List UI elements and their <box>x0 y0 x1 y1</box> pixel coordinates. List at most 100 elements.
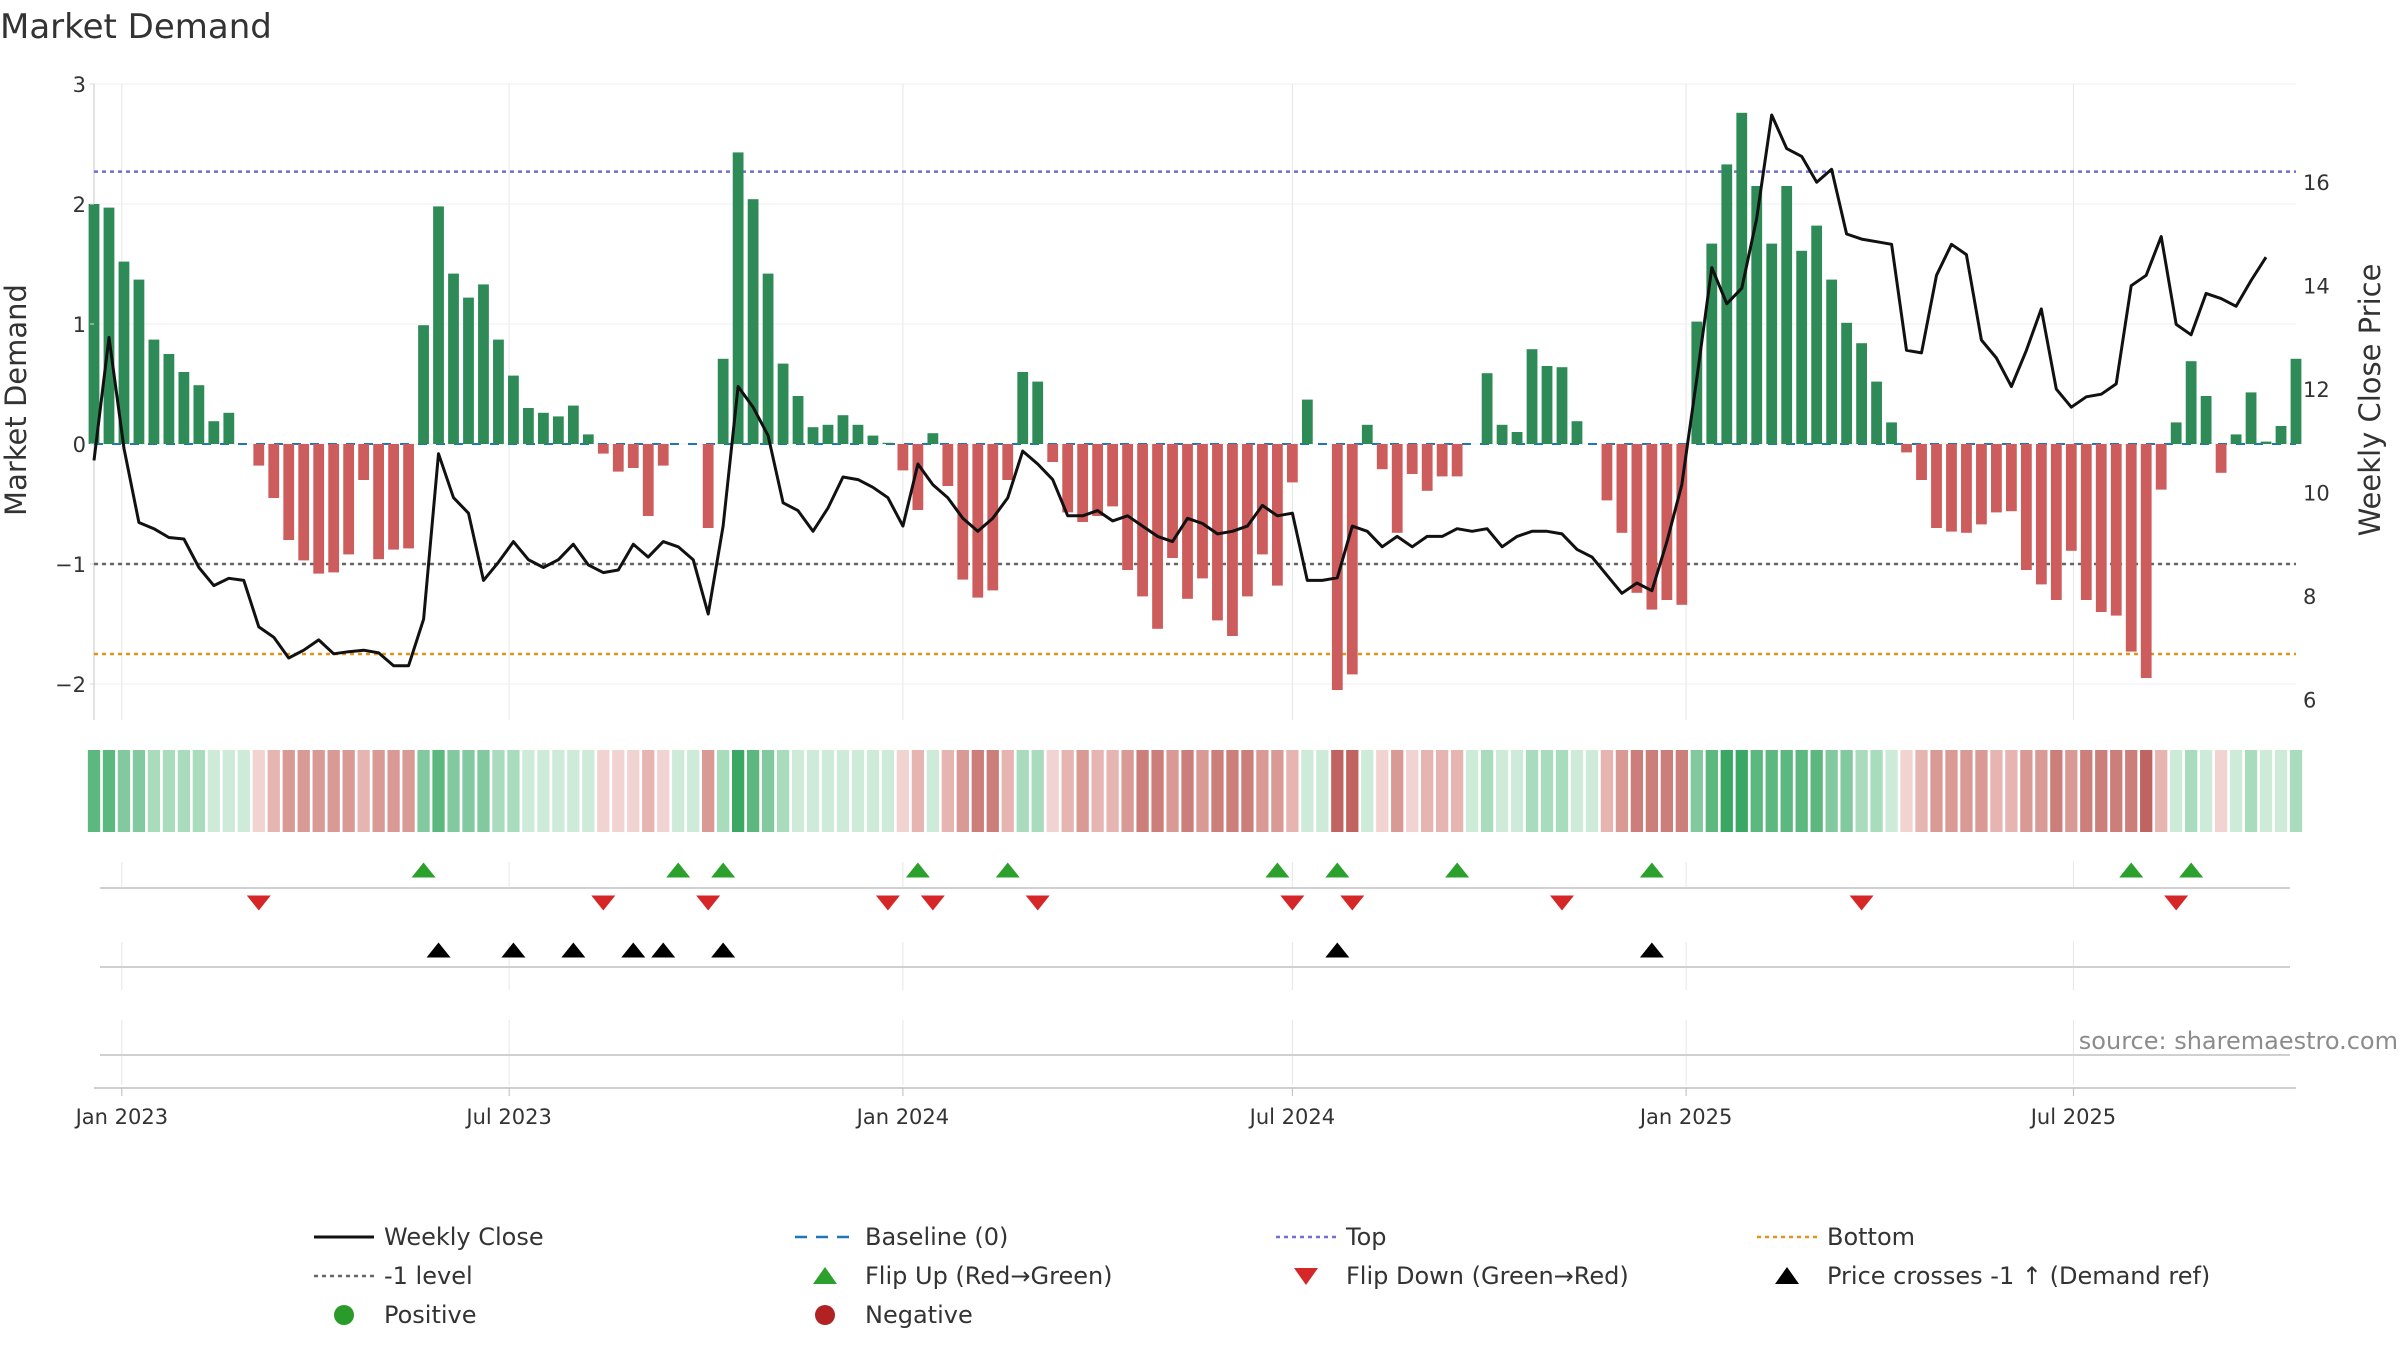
regime-cell-108 <box>1705 750 1718 832</box>
demand-bar-125 <box>1961 444 1972 533</box>
y-right-tick-3: 10 <box>2303 481 2330 505</box>
demand-bar-61 <box>1002 444 1014 480</box>
legend: Weekly Close Baseline (0) Top Bottom -1 leve… <box>314 1223 2210 1329</box>
demand-bar-97 <box>1541 366 1553 444</box>
regime-cell-8 <box>207 750 220 832</box>
demand-bar-145 <box>2260 441 2272 444</box>
regime-cell-25 <box>462 750 475 832</box>
y-axis-left-title: Market Demand <box>0 284 33 516</box>
regime-cell-137 <box>2140 750 2153 832</box>
regime-cell-54 <box>896 750 910 832</box>
regime-cell-58 <box>956 750 969 832</box>
demand-bar-3 <box>133 279 145 444</box>
demand-bar-90 <box>1436 444 1448 477</box>
regime-cell-6 <box>177 750 191 832</box>
legend-label-2: Top <box>1345 1223 1387 1251</box>
demand-bar-113 <box>1781 186 1793 444</box>
regime-cell-124 <box>1945 750 1958 832</box>
regime-cell-73 <box>1181 750 1194 832</box>
demand-bar-15 <box>313 444 325 574</box>
regime-cell-80 <box>1286 750 1299 832</box>
demand-bar-84 <box>1346 444 1358 675</box>
regime-cell-143 <box>2229 750 2243 832</box>
regime-cell-133 <box>2080 750 2093 832</box>
demand-bar-77 <box>1242 444 1253 597</box>
demand-bar-108 <box>1706 243 1718 444</box>
regime-cell-115 <box>1810 750 1823 832</box>
demand-bar-5 <box>163 354 175 444</box>
regime-cell-34 <box>597 750 610 832</box>
demand-bar-133 <box>2080 444 2092 600</box>
weekly-close-line <box>92 113 2268 668</box>
x-tick-label-3: Jul 2024 <box>1248 1105 1335 1129</box>
demand-bar-99 <box>1571 421 1583 444</box>
flip-down-marker-3 <box>875 895 900 911</box>
y-left-tick-0: 3 <box>73 73 86 97</box>
demand-bar-116 <box>1826 279 1838 444</box>
x-axis: Jan 2023 Jul 2023 Jan 2024 Jul 2024 Jan 2025… <box>74 1088 2116 1129</box>
regime-cell-97 <box>1540 750 1554 832</box>
legend-item-7: Price crosses -1 ↑ (Demand ref) <box>1775 1262 2210 1290</box>
demand-bar-73 <box>1182 444 1193 599</box>
demand-bar-19 <box>373 444 385 560</box>
regime-cell-15 <box>312 750 325 832</box>
regime-cell-135 <box>2110 750 2123 832</box>
regime-cell-33 <box>582 750 595 832</box>
legend-item-2: Top <box>1276 1223 1387 1251</box>
demand-bar-88 <box>1406 444 1418 474</box>
regime-cell-69 <box>1121 750 1134 832</box>
regime-cell-45 <box>761 750 775 832</box>
regime-cell-43 <box>731 750 745 832</box>
legend-label-5: Flip Up (Red→Green) <box>865 1262 1113 1290</box>
regime-cell-86 <box>1376 750 1389 832</box>
demand-bar-132 <box>2065 444 2077 551</box>
y-left-ticks: 3 2 1 0 −1 −2 <box>55 73 94 697</box>
regime-cell-56 <box>926 750 939 832</box>
regime-cell-116 <box>1825 750 1838 832</box>
legend-label-3: Bottom <box>1827 1223 1915 1251</box>
demand-bar-121 <box>1901 444 1912 453</box>
regime-cell-22 <box>417 750 430 832</box>
demand-bar-14 <box>298 444 310 561</box>
regime-cell-118 <box>1855 750 1868 832</box>
flip-down-marker-4 <box>920 895 945 911</box>
demand-bar-144 <box>2245 392 2257 444</box>
regime-cell-26 <box>477 750 490 832</box>
legend-item-9: Negative <box>815 1301 973 1329</box>
legend-label-1: Baseline (0) <box>865 1223 1008 1251</box>
demand-bar-68 <box>1107 444 1119 507</box>
demand-bar-86 <box>1376 444 1388 470</box>
regime-cell-89 <box>1421 750 1434 832</box>
regime-cell-71 <box>1151 750 1164 832</box>
regime-cell-102 <box>1615 750 1629 832</box>
regime-cell-91 <box>1451 750 1464 832</box>
regime-cell-144 <box>2244 750 2258 832</box>
regime-cell-31 <box>552 750 565 832</box>
regime-cell-98 <box>1555 750 1569 832</box>
flip-up-marker-6 <box>1325 862 1350 878</box>
flip-up-marker-2 <box>711 862 736 878</box>
regime-cell-139 <box>2170 750 2183 832</box>
demand-bar-44 <box>747 199 759 444</box>
regime-cell-18 <box>357 750 370 832</box>
regime-cell-78 <box>1256 750 1269 832</box>
regime-cell-47 <box>791 750 805 832</box>
demand-bar-41 <box>702 444 714 528</box>
demand-bar-83 <box>1331 444 1343 690</box>
flip-down-marker-8 <box>1550 895 1574 911</box>
regime-cell-65 <box>1061 750 1074 832</box>
regime-cell-21 <box>402 750 415 832</box>
demand-bar-46 <box>777 363 789 444</box>
flip-up-marker-7 <box>1445 862 1470 878</box>
demand-bar-65 <box>1062 444 1074 513</box>
flip-up-marker-8 <box>1639 862 1664 878</box>
demand-bar-21 <box>403 444 414 549</box>
price-cross-marker-7 <box>1639 942 1664 958</box>
demand-bar-104 <box>1646 444 1658 610</box>
y-left-tick-4: −1 <box>55 553 86 577</box>
regime-cell-10 <box>237 750 250 832</box>
demand-bar-45 <box>762 273 774 444</box>
regime-cell-30 <box>537 750 550 832</box>
x-tick-label-4: Jan 2025 <box>1638 1105 1733 1129</box>
demand-bar-59 <box>972 444 984 598</box>
